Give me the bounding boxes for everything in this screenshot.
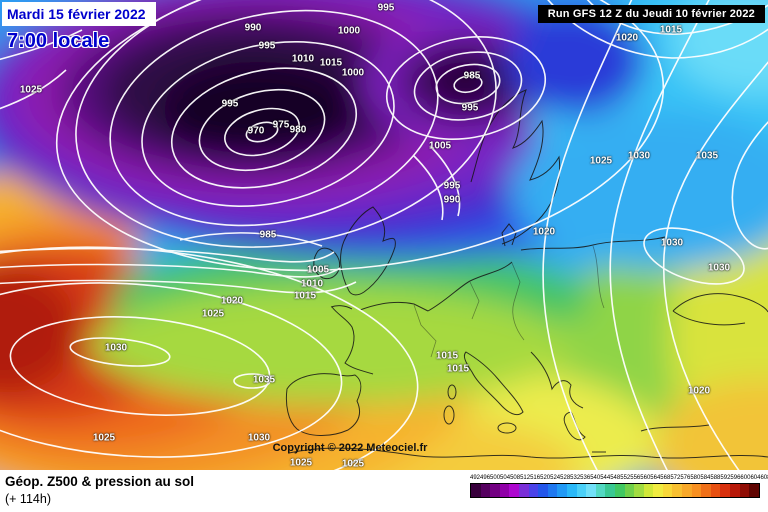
legend-cell [749,484,759,497]
legend-value: 520 [540,475,551,481]
legend-cell [538,484,548,497]
legend-value: 592 [720,475,731,481]
legend-value: 596 [730,475,741,481]
legend-value: 556 [630,475,641,481]
legend-cell [614,484,625,497]
legend-value: 604 [750,475,761,481]
legend-cell [528,484,539,497]
legend-cell [730,484,740,497]
legend-cell [739,484,750,497]
legend-cell [672,484,683,497]
legend-value: 512 [520,475,531,481]
legend-cell [720,484,731,497]
legend-value: 496 [480,475,491,481]
legend-cell [509,484,519,497]
legend-cell [710,484,721,497]
copyright-text: Copyright © 2022 Meteociel.fr [272,442,428,454]
legend-value: 500 [490,475,501,481]
legend-cell [634,484,644,497]
legend-cell [662,484,673,497]
legend-cell [490,484,500,497]
run-info-box: Run GFS 12 Z du Jeudi 10 février 2022 [537,5,765,23]
legend-cell [566,484,577,497]
legend-value: 600 [740,475,751,481]
legend-value: 560 [640,475,651,481]
legend-value: 536 [580,475,591,481]
legend-value: 540 [590,475,601,481]
legend-value: 532 [570,475,581,481]
legend-value: 544 [600,475,611,481]
map-area: 0399099599510001010101510001020102599597… [0,0,768,470]
legend-value: 504 [500,475,511,481]
legend-value: 576 [680,475,691,481]
legend-value: 564 [650,475,661,481]
legend-cell [691,484,702,497]
legend-cell [595,484,606,497]
legend-value: 548 [610,475,621,481]
legend-cell [518,484,529,497]
legend-value: 508 [510,475,521,481]
legend-value: 588 [710,475,721,481]
legend-cell [624,484,635,497]
geopotential-legend: 492 496 500 504 508 512 516 520 524 528 532 536 540 5… [470,474,768,498]
legend-value: 584 [700,475,711,481]
legend-value: 552 [620,475,631,481]
legend-cell [682,484,692,497]
weather-map-canvas [0,0,768,470]
legend-value: 572 [670,475,681,481]
legend-cell [653,484,663,497]
legend-value: 528 [560,475,571,481]
isobar-contours [0,0,768,470]
legend-value: 580 [690,475,701,481]
legend-cell [643,484,654,497]
legend-cell [557,484,567,497]
legend-value: 516 [530,475,541,481]
legend-cell [701,484,711,497]
map-title: Géop. Z500 & pression au sol [5,474,195,489]
legend-values: 492 496 500 504 508 512 516 520 524 528 532 536 540 5… [470,474,768,482]
legend-colorbar [470,483,760,498]
legend-cell [576,484,587,497]
forecast-hour: (+ 114h) [5,492,51,506]
legend-cell [499,484,510,497]
map-titles: Géop. Z500 & pression au sol (+ 114h) [0,470,194,506]
legend-cell [586,484,596,497]
legend-cell [480,484,491,497]
coastlines [285,89,768,459]
date-text: Mardi 15 février 2022 [7,6,146,22]
bottom-bar: Géop. Z500 & pression au sol (+ 114h) 49… [0,470,768,512]
date-box: Mardi 15 février 2022 [2,2,156,26]
legend-value: 568 [660,475,671,481]
legend-value: 492 [470,475,481,481]
legend-cell [547,484,558,497]
color-field [0,0,768,470]
legend-value: 524 [550,475,561,481]
local-time-text: 7:00 locale [7,30,110,52]
legend-cell [605,484,615,497]
legend-value: 608 [760,475,768,481]
legend-cell [471,484,481,497]
